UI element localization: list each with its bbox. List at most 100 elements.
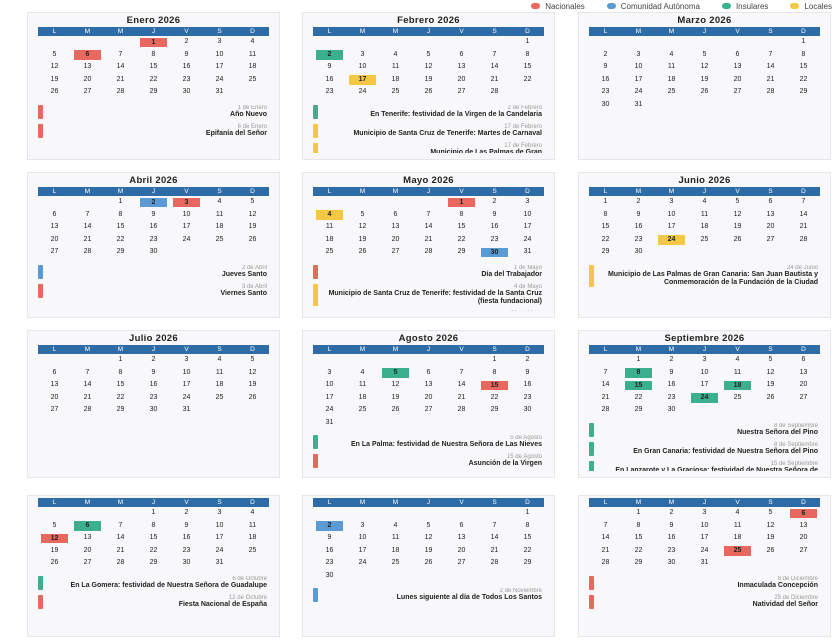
day-cell[interactable]: 14 bbox=[116, 63, 125, 70]
day-cell[interactable]: 28 bbox=[83, 406, 92, 413]
day-cell[interactable]: 4 bbox=[217, 356, 222, 363]
day-cell[interactable]: 11 bbox=[325, 223, 334, 230]
day-cell[interactable]: 19 bbox=[358, 235, 367, 243]
day-cell[interactable]: 2 bbox=[525, 356, 530, 363]
day-cell[interactable]: 11 bbox=[358, 381, 367, 388]
day-cell[interactable]: 5 bbox=[735, 198, 740, 205]
day-cell[interactable]: 22 bbox=[149, 75, 158, 83]
holiday-day[interactable]: 18 bbox=[724, 380, 751, 390]
day-cell[interactable]: 11 bbox=[733, 521, 742, 529]
day-cell[interactable]: 21 bbox=[83, 235, 92, 243]
day-cell[interactable]: 12 bbox=[424, 63, 433, 70]
holiday-day[interactable]: 12 bbox=[41, 533, 68, 543]
day-cell[interactable]: 9 bbox=[327, 534, 332, 541]
day-cell[interactable]: 25 bbox=[391, 88, 400, 95]
day-cell[interactable]: 3 bbox=[217, 509, 222, 516]
day-cell[interactable]: 17 bbox=[358, 546, 367, 554]
day-cell[interactable]: 15 bbox=[457, 223, 466, 230]
day-cell[interactable]: 2 bbox=[669, 509, 674, 516]
day-cell[interactable]: 24 bbox=[325, 406, 334, 413]
day-cell[interactable]: 21 bbox=[116, 546, 125, 554]
day-cell[interactable]: 31 bbox=[325, 418, 334, 426]
day-cell[interactable]: 20 bbox=[391, 235, 400, 243]
day-cell[interactable]: 23 bbox=[523, 393, 532, 401]
day-cell[interactable]: 8 bbox=[459, 210, 464, 218]
day-cell[interactable]: 13 bbox=[83, 534, 92, 541]
day-cell[interactable]: 14 bbox=[766, 63, 775, 70]
day-cell[interactable]: 19 bbox=[248, 381, 257, 388]
holiday-day[interactable]: 1 bbox=[448, 197, 475, 207]
day-cell[interactable]: 27 bbox=[457, 88, 466, 95]
holiday-day[interactable]: 25 bbox=[724, 546, 751, 556]
day-cell[interactable]: 26 bbox=[391, 406, 400, 413]
day-cell[interactable]: 19 bbox=[424, 546, 433, 554]
day-cell[interactable]: 8 bbox=[525, 521, 530, 529]
day-cell[interactable]: 22 bbox=[457, 235, 466, 243]
day-cell[interactable]: 16 bbox=[667, 381, 676, 388]
day-cell[interactable]: 20 bbox=[457, 546, 466, 554]
day-cell[interactable]: 23 bbox=[325, 88, 334, 95]
day-cell[interactable]: 21 bbox=[490, 546, 499, 554]
day-cell[interactable]: 23 bbox=[149, 235, 158, 243]
day-cell[interactable]: 14 bbox=[83, 223, 92, 230]
day-cell[interactable]: 15 bbox=[116, 381, 125, 388]
day-cell[interactable]: 7 bbox=[118, 521, 123, 529]
day-cell[interactable]: 16 bbox=[523, 381, 532, 388]
day-cell[interactable]: 29 bbox=[149, 559, 158, 566]
day-cell[interactable]: 28 bbox=[83, 248, 92, 255]
day-cell[interactable]: 3 bbox=[702, 356, 707, 363]
day-cell[interactable]: 13 bbox=[799, 521, 808, 529]
day-cell[interactable]: 18 bbox=[358, 393, 367, 401]
day-cell[interactable]: 5 bbox=[52, 521, 57, 529]
holiday-day[interactable]: 15 bbox=[625, 380, 652, 390]
day-cell[interactable]: 10 bbox=[215, 50, 224, 58]
day-cell[interactable]: 20 bbox=[457, 75, 466, 83]
day-cell[interactable]: 22 bbox=[490, 393, 499, 401]
day-cell[interactable]: 9 bbox=[151, 368, 156, 376]
day-cell[interactable]: 5 bbox=[702, 50, 707, 58]
day-cell[interactable]: 26 bbox=[766, 546, 775, 554]
day-cell[interactable]: 5 bbox=[768, 356, 773, 363]
day-cell[interactable]: 6 bbox=[393, 210, 398, 218]
day-cell[interactable]: 1 bbox=[603, 198, 608, 205]
day-cell[interactable]: 25 bbox=[248, 75, 257, 83]
day-cell[interactable]: 18 bbox=[391, 75, 400, 83]
day-cell[interactable]: 27 bbox=[799, 393, 808, 401]
day-cell[interactable]: 3 bbox=[327, 368, 332, 376]
day-cell[interactable]: 1 bbox=[636, 356, 641, 363]
day-cell[interactable]: 29 bbox=[634, 559, 643, 566]
day-cell[interactable]: 22 bbox=[799, 75, 808, 83]
day-cell[interactable]: 22 bbox=[149, 546, 158, 554]
day-cell[interactable]: 5 bbox=[52, 50, 57, 58]
day-cell[interactable]: 3 bbox=[702, 509, 707, 516]
day-cell[interactable]: 21 bbox=[457, 393, 466, 401]
day-cell[interactable]: 14 bbox=[490, 534, 499, 541]
day-cell[interactable]: 31 bbox=[215, 559, 224, 566]
day-cell[interactable]: 22 bbox=[116, 235, 125, 243]
day-cell[interactable]: 25 bbox=[391, 559, 400, 566]
day-cell[interactable]: 5 bbox=[250, 356, 255, 363]
day-cell[interactable]: 19 bbox=[766, 534, 775, 541]
day-cell[interactable]: 17 bbox=[667, 223, 676, 230]
day-cell[interactable]: 8 bbox=[636, 521, 641, 529]
day-cell[interactable]: 25 bbox=[733, 393, 742, 401]
day-cell[interactable]: 4 bbox=[250, 38, 255, 45]
day-cell[interactable]: 20 bbox=[733, 75, 742, 83]
day-cell[interactable]: 3 bbox=[360, 50, 365, 58]
holiday-day[interactable]: 24 bbox=[658, 235, 685, 245]
day-cell[interactable]: 7 bbox=[801, 198, 806, 205]
day-cell[interactable]: 30 bbox=[523, 406, 532, 413]
day-cell[interactable]: 10 bbox=[700, 521, 709, 529]
day-cell[interactable]: 15 bbox=[634, 534, 643, 541]
day-cell[interactable]: 21 bbox=[601, 393, 610, 401]
day-cell[interactable]: 1 bbox=[636, 509, 641, 516]
day-cell[interactable]: 25 bbox=[667, 88, 676, 95]
day-cell[interactable]: 15 bbox=[523, 534, 532, 541]
day-cell[interactable]: 13 bbox=[766, 210, 775, 218]
day-cell[interactable]: 6 bbox=[459, 521, 464, 529]
day-cell[interactable]: 17 bbox=[700, 534, 709, 541]
day-cell[interactable]: 21 bbox=[799, 223, 808, 230]
day-cell[interactable]: 9 bbox=[492, 210, 497, 218]
day-cell[interactable]: 15 bbox=[523, 63, 532, 70]
day-cell[interactable]: 21 bbox=[490, 75, 499, 83]
